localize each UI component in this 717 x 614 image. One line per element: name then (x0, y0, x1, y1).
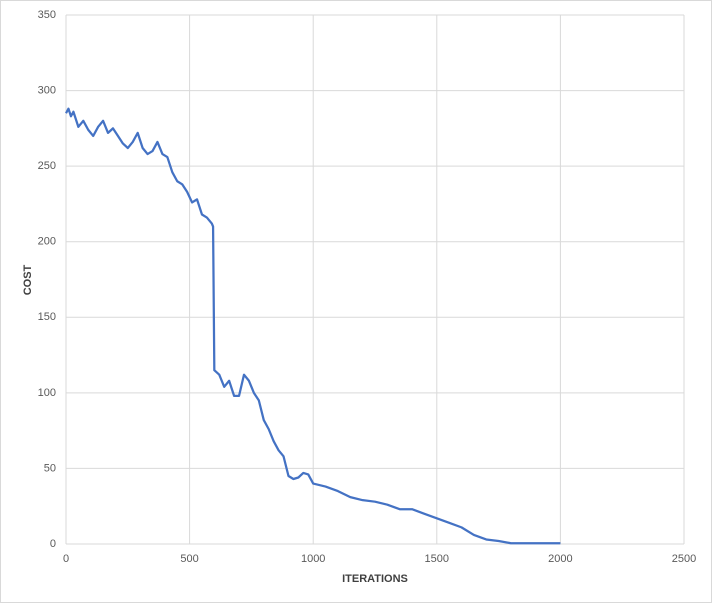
y-axis-title: COST (22, 264, 34, 295)
x-tick-label: 1500 (425, 553, 449, 565)
y-tick-label: 100 (38, 387, 56, 399)
y-tick-label: 0 (50, 538, 56, 550)
x-tick-label: 2500 (672, 553, 696, 565)
y-tick-label: 350 (38, 9, 56, 21)
x-tick-label: 500 (180, 553, 198, 565)
y-tick-label: 50 (44, 462, 56, 474)
y-tick-label: 200 (38, 236, 56, 248)
x-tick-label: 0 (63, 553, 69, 565)
y-tick-label: 150 (38, 311, 56, 323)
y-tick-label: 250 (38, 160, 56, 172)
data-line (65, 107, 561, 545)
x-axis-title: ITERATIONS (342, 573, 408, 585)
y-tick-label: 300 (38, 84, 56, 96)
chart-frame (0, 0, 712, 603)
x-tick-label: 1000 (301, 553, 325, 565)
x-tick-label: 2000 (548, 553, 572, 565)
